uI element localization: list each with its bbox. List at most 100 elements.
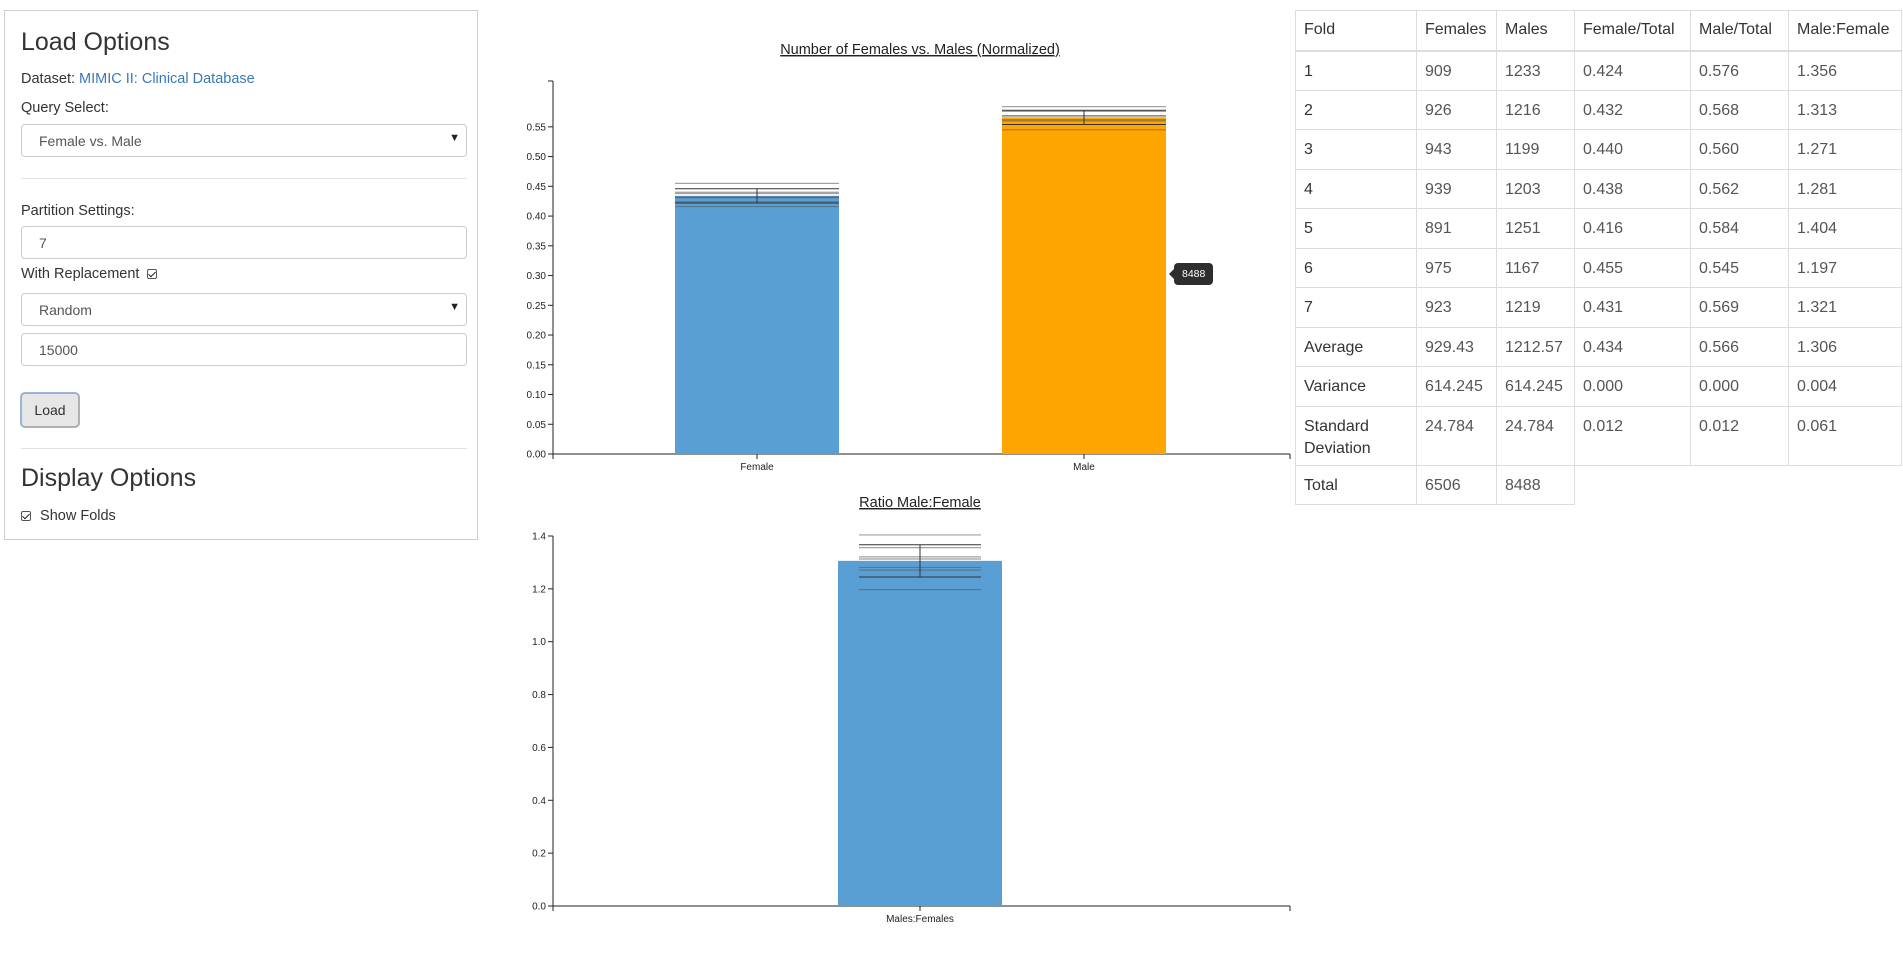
table-row: 7 923 1219 0.431 0.569 1.321 [1295,287,1902,328]
y-tick-label: 0.30 [527,271,547,282]
table-row: Average 929.43 1212.57 0.434 0.566 1.306 [1295,326,1902,367]
x-tick-label: Males:Females [886,914,954,925]
table-cell: 0.584 [1690,208,1789,249]
table-cell: 1233 [1496,50,1575,91]
table-cell: 1167 [1496,247,1575,288]
table-cell: 1.271 [1788,129,1902,170]
dataset-link[interactable]: MIMIC II: Clinical Database [79,71,255,87]
chart-title: Number of Females vs. Males (Normalized) [780,42,1060,58]
table-cell: 891 [1416,208,1497,249]
table-cell: 0.562 [1690,168,1789,209]
table-cell: 24.784 [1416,405,1497,466]
table-cell: 1212.57 [1496,326,1575,367]
replacement-label: With Replacement [21,266,140,282]
bar-males-females[interactable] [838,560,1002,906]
ratio-bar-chart: Ratio Male:Female 0.0 0.2 0.4 0.6 0.8 1.0 1.2 1.… [532,495,1291,925]
table-row: 6 975 1167 0.455 0.545 1.197 [1295,247,1902,288]
query-select-label: Query Select: [21,100,109,116]
table-cell: 0.438 [1574,168,1691,209]
table-row: 2 926 1216 0.432 0.568 1.313 [1295,89,1902,130]
col-fold: Fold [1295,10,1417,52]
table-cell: 923 [1416,287,1497,328]
table-row: 3 943 1199 0.440 0.560 1.271 [1295,129,1902,170]
y-tick-label: 0.00 [527,450,547,461]
table-cell: 0.416 [1574,208,1691,249]
bar-male[interactable] [1002,117,1166,455]
y-tick-label: 0.50 [527,152,547,163]
table-row: Standard Deviation 24.784 24.784 0.012 0.012… [1295,405,1902,466]
table-cell: 1.306 [1788,326,1902,367]
table-row: 4 939 1203 0.438 0.562 1.281 [1295,168,1902,209]
col-females: Females [1416,10,1497,52]
table-row: 1 909 1233 0.424 0.576 1.356 [1295,50,1902,91]
normalized-bar-chart: Number of Females vs. Males (Normalized)… [527,42,1291,473]
table-cell: 8488 [1496,464,1575,505]
empty-cell [1789,465,1902,505]
x-tick-label: Female [740,462,774,473]
table-cell: 1219 [1496,287,1575,328]
table-cell: 0.431 [1574,287,1691,328]
replacement-checkbox[interactable] [146,269,157,279]
table-cell: 0.440 [1574,129,1691,170]
sampling-method-value: Random [39,302,92,318]
row-label: 5 [1295,208,1417,249]
table-cell: 1.356 [1788,50,1902,91]
sampling-method-select[interactable]: Random ▼ [21,293,467,326]
partition-count-input[interactable]: 7 [21,226,467,259]
row-label: 1 [1295,50,1417,91]
divider [21,178,467,179]
row-label: Average [1295,326,1417,367]
table-cell: 0.455 [1574,247,1691,288]
table-cell: 909 [1416,50,1497,91]
dataset-row: Dataset: MIMIC II: Clinical Database [21,71,255,87]
table-cell: 0.000 [1574,366,1691,407]
table-cell: 929.43 [1416,326,1497,367]
y-tick-label: 0.40 [527,212,547,223]
replacement-row: With Replacement [21,266,157,282]
y-tick-label: 0.45 [527,182,547,193]
row-label: Total [1295,464,1417,505]
options-panel: Load Options Dataset: MIMIC II: Clinical… [4,10,478,540]
chevron-down-icon: ▼ [449,132,460,144]
table-cell: 614.245 [1416,366,1497,407]
table-cell: 0.568 [1690,89,1789,130]
table-cell: 0.566 [1690,326,1789,367]
table-cell: 0.000 [1690,366,1789,407]
table-cell: 943 [1416,129,1497,170]
table-cell: 975 [1416,247,1497,288]
col-male-female: Male:Female [1788,10,1902,52]
y-tick-label: 0.8 [532,690,546,701]
table-cell: 0.576 [1690,50,1789,91]
dataset-label: Dataset: [21,71,75,87]
sample-size-input[interactable]: 15000 [21,333,467,366]
query-select-value: Female vs. Male [39,133,142,149]
load-options-title: Load Options [21,28,170,56]
y-tick-label: 0.25 [527,301,547,312]
query-select[interactable]: Female vs. Male ▼ [21,124,467,157]
row-label: Standard Deviation [1295,405,1417,466]
bar-female[interactable] [675,195,839,454]
y-tick-label: 0.10 [527,390,547,401]
table-cell: 939 [1416,168,1497,209]
table-cell: 0.569 [1690,287,1789,328]
table-cell: 0.424 [1574,50,1691,91]
table-cell: 1216 [1496,89,1575,130]
load-button[interactable]: Load [21,393,79,427]
y-tick-label: 0.05 [527,420,547,431]
table-cell: 0.434 [1574,326,1691,367]
table-cell: 1.197 [1788,247,1902,288]
partition-settings-label: Partition Settings: [21,203,135,219]
table-cell: 1.281 [1788,168,1902,209]
bar-tooltip: 8488 [1168,263,1214,285]
row-label: 2 [1295,89,1417,130]
show-folds-checkbox[interactable] [21,511,31,521]
sample-size-value: 15000 [39,342,78,358]
table-cell: 6506 [1416,464,1497,505]
partition-count-value: 7 [39,235,47,251]
row-label: Variance [1295,366,1417,407]
col-males: Males [1496,10,1575,52]
y-tick-label: 0.2 [532,849,546,860]
table-cell: 1199 [1496,129,1575,170]
table-cell: 926 [1416,89,1497,130]
divider [21,448,467,449]
